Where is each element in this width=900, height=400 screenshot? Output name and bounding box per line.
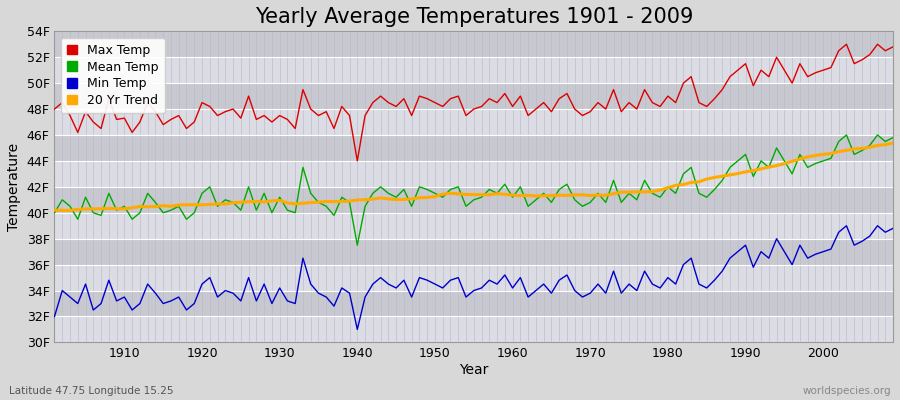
Legend: Max Temp, Mean Temp, Min Temp, 20 Yr Trend: Max Temp, Mean Temp, Min Temp, 20 Yr Tre…	[60, 38, 165, 113]
X-axis label: Year: Year	[459, 363, 489, 377]
Y-axis label: Temperature: Temperature	[7, 143, 21, 231]
Bar	[55, 239, 893, 265]
Bar	[55, 213, 893, 239]
Bar	[55, 265, 893, 290]
Text: Latitude 47.75 Longitude 15.25: Latitude 47.75 Longitude 15.25	[9, 386, 174, 396]
Bar	[55, 135, 893, 161]
Title: Yearly Average Temperatures 1901 - 2009: Yearly Average Temperatures 1901 - 2009	[255, 7, 693, 27]
Bar	[55, 109, 893, 135]
Bar	[55, 31, 893, 57]
Bar	[55, 161, 893, 187]
Bar	[55, 83, 893, 109]
Bar	[55, 290, 893, 316]
Bar	[55, 57, 893, 83]
Bar	[55, 316, 893, 342]
Text: worldspecies.org: worldspecies.org	[803, 386, 891, 396]
Bar	[55, 187, 893, 213]
